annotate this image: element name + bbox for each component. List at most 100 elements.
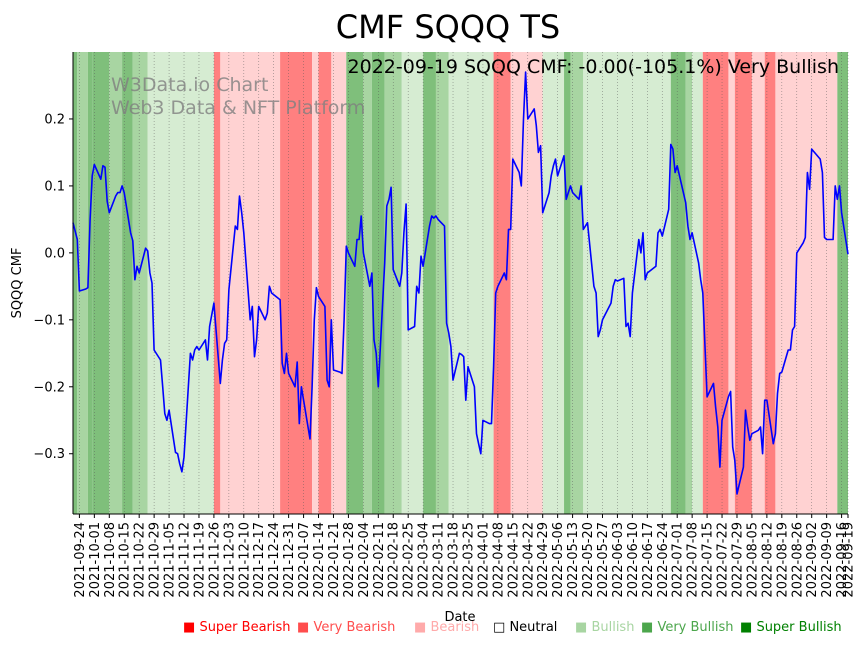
regime-band-bullish xyxy=(570,52,584,514)
x-tick-label: 2022-05-20 xyxy=(581,522,596,598)
regime-band-bearish xyxy=(523,52,543,514)
x-tick-label: 2022-09-16 xyxy=(835,522,850,598)
regime-band-bullish xyxy=(363,52,372,514)
x-tick-label: 2022-03-25 xyxy=(462,522,477,598)
regime-band-very-bearish xyxy=(734,52,752,514)
regime-bands xyxy=(73,52,848,514)
x-tick-label: 2021-11-19 xyxy=(193,522,208,598)
x-tick-label: 2022-05-27 xyxy=(596,522,611,598)
regime-band-very-bullish xyxy=(670,52,686,514)
x-tick-label: 2022-06-03 xyxy=(611,522,626,598)
regime-band-neutral-bullish xyxy=(692,52,703,514)
x-tick-label: 2022-02-25 xyxy=(402,522,417,598)
x-tick-label: 2022-04-15 xyxy=(506,522,521,598)
x-tick-label: 2021-10-29 xyxy=(148,522,163,598)
legend-label: Super Bearish xyxy=(199,620,291,635)
x-tick-label: 2022-02-18 xyxy=(387,522,402,598)
watermark-line-2: Web3 Data & NFT Platform xyxy=(111,97,365,119)
x-tick-label: 2022-09-09 xyxy=(820,522,835,598)
regime-band-neutral-bullish xyxy=(147,52,214,514)
y-tick-label: −0.2 xyxy=(33,380,65,395)
x-tick-label: 2021-10-15 xyxy=(118,522,133,598)
legend-very-bullish: ■ Very Bullish xyxy=(641,620,734,635)
regime-band-bullish xyxy=(132,52,148,514)
legend-marker: ■ xyxy=(575,620,588,635)
y-axis-label: SQQQ CMF xyxy=(10,248,25,319)
regime-band-very-bullish xyxy=(423,52,436,514)
regime-band-bearish xyxy=(331,52,347,514)
chart-subtitle: 2022-09-19 SQQQ CMF: -0.00(-105.1%) Very… xyxy=(348,56,839,78)
regime-band-bullish xyxy=(77,52,88,514)
regime-band-very-bullish xyxy=(564,52,571,514)
axes xyxy=(72,52,848,515)
regime-band-bullish xyxy=(109,52,123,514)
regime-band-bullish xyxy=(435,52,449,514)
x-tick-label: 2022-04-01 xyxy=(476,522,491,598)
regime-band-bearish xyxy=(728,52,735,514)
regime-band-bearish xyxy=(775,52,838,514)
cmf-line-layer xyxy=(72,71,849,495)
legend-label: Very Bullish xyxy=(657,620,734,635)
x-tick-label: 2022-02-04 xyxy=(357,522,372,598)
chart-title: CMF SQQQ TS xyxy=(336,8,560,46)
legend-marker: ■ xyxy=(183,620,196,635)
regime-band-very-bearish xyxy=(493,52,511,514)
x-tick-label: 2022-04-22 xyxy=(521,522,536,598)
regime-band-very-bullish xyxy=(87,52,93,514)
x-tick-label: 2022-03-04 xyxy=(417,522,432,598)
x-tick-label: 2022-04-29 xyxy=(536,522,551,598)
regime-band-bearish xyxy=(751,52,765,514)
x-tick-label: 2021-12-31 xyxy=(282,522,297,598)
legend-super-bullish: ■ Super Bullish xyxy=(740,620,842,635)
legend-marker: □ xyxy=(493,620,506,635)
x-tick-label: 2022-03-18 xyxy=(447,522,462,598)
x-tick-label: 2021-11-12 xyxy=(178,522,193,598)
regime-band-neutral-bullish xyxy=(448,52,494,514)
legend-marker: ■ xyxy=(414,620,427,635)
y-tick-label: 0.2 xyxy=(44,112,65,127)
x-tick-label: 2022-01-28 xyxy=(342,522,357,598)
legend-label: Neutral xyxy=(509,620,558,635)
regime-band-very-bearish xyxy=(318,52,332,514)
regime-band-bearish xyxy=(312,52,319,514)
x-tick-label: 2022-03-11 xyxy=(432,522,447,598)
regime-band-very-bearish xyxy=(764,52,776,514)
regime-band-very-bullish xyxy=(73,52,78,514)
x-tick-label: 2022-08-26 xyxy=(790,522,805,598)
x-axis-label: Date xyxy=(444,610,475,625)
x-ticks: 2021-09-24 2021-10-01 2021-10-08 2021-10-15… xyxy=(73,514,857,598)
x-tick-label: 2021-12-24 xyxy=(267,522,282,598)
x-tick-label: 2022-09-19 xyxy=(842,522,857,598)
legend-label: Very Bearish xyxy=(313,620,396,635)
x-tick-label: 2022-07-22 xyxy=(716,522,731,598)
legend-marker: ■ xyxy=(740,620,753,635)
regime-band-bearish xyxy=(510,52,524,514)
x-tick-label: 2022-08-05 xyxy=(745,522,760,598)
legend-very-bearish: ■ Very Bearish xyxy=(297,620,395,635)
legend-bullish: ■ Bullish xyxy=(575,620,634,635)
regime-band-neutral-bullish xyxy=(401,52,424,514)
x-tick-label: 2022-05-13 xyxy=(566,522,581,598)
y-tick-label: 0.1 xyxy=(44,179,65,194)
x-tick-label: 2021-10-01 xyxy=(88,522,103,598)
legend-marker: ■ xyxy=(297,620,310,635)
regime-band-very-bullish xyxy=(122,52,133,514)
x-tick-label: 2021-10-08 xyxy=(103,522,118,598)
legend-label: Bullish xyxy=(591,620,635,635)
watermark-line-1: W3Data.io Chart xyxy=(111,74,268,96)
regime-band-very-bearish xyxy=(702,52,729,514)
x-tick-label: 2022-09-02 xyxy=(805,522,820,598)
legend-super-bearish: ■ Super Bearish xyxy=(183,620,291,635)
x-tick-label: 2022-07-08 xyxy=(686,522,701,598)
y-ticks: −0.3 −0.2 −0.1 0.0 0.1 0.2 xyxy=(33,112,73,462)
x-tick-label: 2022-01-14 xyxy=(312,522,327,598)
legend-neutral: □ Neutral xyxy=(493,620,557,635)
x-tick-label: 2022-01-21 xyxy=(327,522,342,598)
legend-marker: ■ xyxy=(641,620,654,635)
y-tick-label: −0.3 xyxy=(33,447,65,462)
x-tick-label: 2022-07-29 xyxy=(731,522,746,598)
x-tick-label: 2022-08-19 xyxy=(775,522,790,598)
x-tick-label: 2021-12-17 xyxy=(252,522,267,598)
x-tick-label: 2022-06-10 xyxy=(626,522,641,598)
